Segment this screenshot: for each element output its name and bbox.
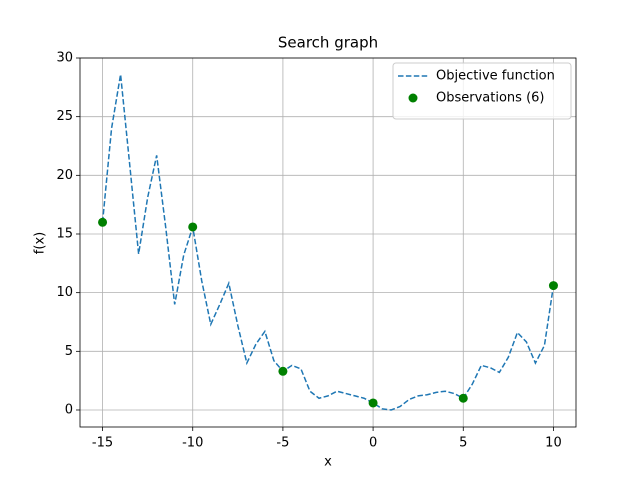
legend-label: Objective function [436, 69, 555, 84]
objective-line [101, 74, 555, 411]
y-tick-label: 20 [56, 168, 73, 183]
x-tick-label: 10 [545, 436, 562, 451]
y-tick-label: 25 [56, 109, 73, 124]
y-axis-label: f(x) [33, 232, 48, 254]
legend-label: Observations (6) [436, 91, 544, 106]
x-tick-label: -5 [276, 436, 289, 451]
x-tick-label: 0 [369, 436, 377, 451]
x-tick-label: -10 [182, 436, 203, 451]
legend-marker [408, 93, 418, 103]
y-tick-label: 5 [65, 344, 73, 359]
observation-point [458, 393, 468, 403]
legend-box [392, 62, 572, 120]
observation-point [278, 366, 288, 376]
observation-point [188, 222, 198, 232]
chart-title: Search graph [278, 34, 378, 52]
y-tick-label: 30 [56, 51, 73, 66]
y-tick-label: 0 [65, 402, 73, 417]
observation-point [98, 217, 108, 227]
x-tick-label: 5 [459, 436, 467, 451]
observation-point [548, 281, 558, 291]
x-tick-label: -15 [92, 436, 113, 451]
observation-point [368, 398, 378, 408]
x-axis-label: x [324, 455, 332, 470]
y-tick-label: 15 [56, 226, 73, 241]
y-tick-label: 10 [56, 285, 73, 300]
plot-frame [79, 57, 577, 428]
